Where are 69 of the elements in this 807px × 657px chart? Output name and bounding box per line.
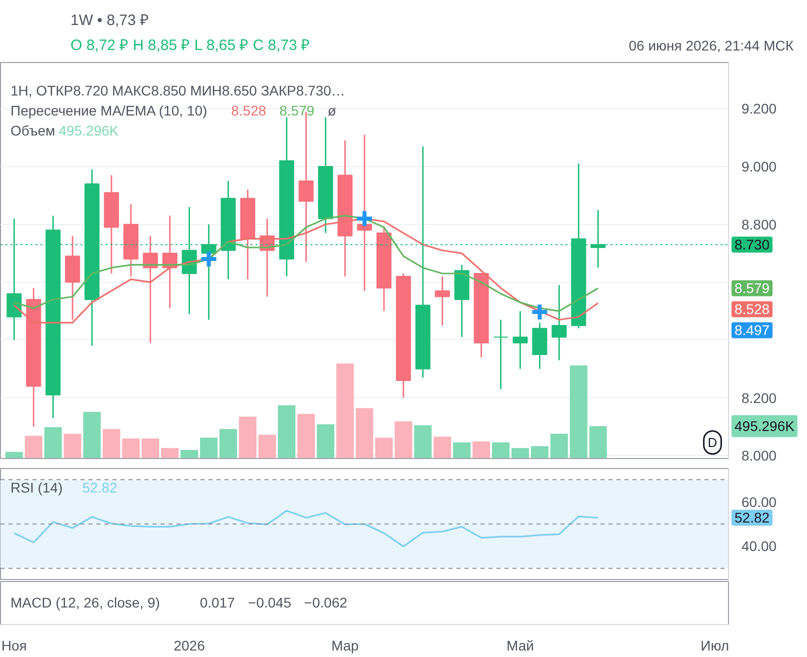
bar [278,405,296,458]
y-tick-label: 40.00 [742,538,777,554]
annotation: 52.82 [82,480,118,496]
bar [394,421,412,458]
text: 0.017 [200,594,236,610]
bar [161,448,179,458]
annotation: Объем [10,122,56,138]
bar [550,434,568,458]
bar [492,442,510,458]
category-label: Ноя [1,638,27,654]
bar [122,438,140,458]
bar [44,427,62,458]
bar [511,448,529,458]
annotation: Пересечение MA/EMA (10, 10) [10,102,208,118]
chart-subtitle: O 8,72 ₽ H 8,85 ₽ L 8,65 ₽ C 8,73 ₽ [70,37,310,54]
bar [64,434,82,458]
annotation: 1H, ОТКР8.720 МАКС8.850 МИН8.650 ЗАКР8.730… [10,82,346,98]
bar [180,450,198,458]
text: MACD (12, 26, close, 9) [10,594,160,610]
candlestick [493,319,508,390]
point [355,209,374,228]
y-tick-label: 9.000 [742,158,777,175]
category-label: 2026 [174,638,206,654]
annotation: ø [328,102,337,118]
line-series [13,510,599,548]
category-label: Май [506,638,534,654]
text: 52.82 [734,510,770,526]
y-tick-label: 8.000 [742,448,777,464]
chart-title: 1W • 8,73 ₽ [70,12,149,29]
y-tick-label: 8.800 [742,216,777,232]
bar [258,434,276,458]
annotation: D [708,435,718,450]
bar [24,436,42,458]
text: RSI (14) [10,480,63,496]
text: −0.062 [304,594,348,610]
bar [219,429,238,458]
text: 8.528 [734,301,770,318]
bar [589,426,607,458]
bar [472,441,490,458]
text: 8.579 [734,280,770,296]
text: 495.296K [734,418,796,434]
bar [530,446,548,458]
annotation: 8.579 [279,102,315,118]
bar [200,438,218,458]
bar [297,414,315,458]
category-label: Июл [700,638,730,654]
y-tick-label: 8.200 [742,390,777,406]
text: −0.045 [248,594,292,610]
text: 06 июня 2026, 21:44 МСК [628,38,794,54]
candlestick [434,276,450,326]
bar [5,452,23,458]
ref-line-label: 8.730 [734,236,770,253]
bar [102,429,120,458]
bar [453,442,471,458]
annotation: 8.528 [231,102,266,118]
bar [570,365,588,458]
annotation: 495.296K [58,122,120,138]
bar [83,412,101,458]
y-tick-label: 9.200 [742,100,777,117]
bar [142,438,160,458]
text: 8.497 [734,322,770,338]
bar [316,424,334,458]
bar [238,416,256,458]
bar [414,425,432,458]
category-label: Мар [331,638,359,654]
y-tick-label: 60.00 [742,494,777,510]
bar [434,436,452,458]
candlestick [552,284,567,361]
candlestick [512,310,528,370]
